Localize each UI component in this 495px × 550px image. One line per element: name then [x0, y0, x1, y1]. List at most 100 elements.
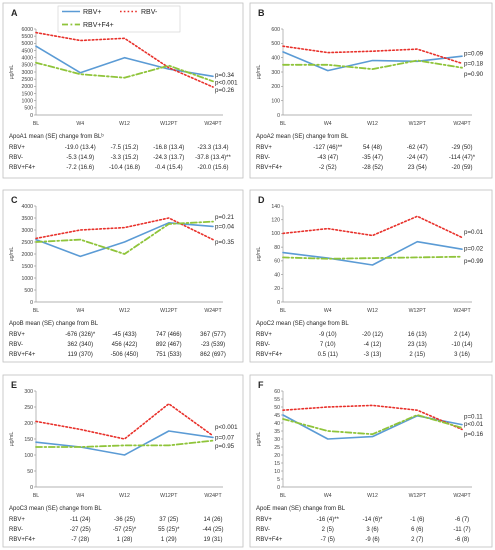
x-tick-label: W12	[367, 493, 378, 499]
y-tick-label: 4000	[21, 55, 33, 61]
panel-frame	[2, 374, 244, 548]
y-tick-label: 1000	[21, 276, 33, 282]
table-cell: -127 (46)**	[313, 145, 343, 151]
y-tick-label: 3000	[21, 70, 33, 76]
x-tick-label: W12	[367, 121, 378, 127]
y-tick-label: 40	[274, 272, 280, 278]
table-cell: 2 (14)	[454, 332, 470, 338]
x-tick-label: W24PT	[204, 308, 222, 314]
table-cell: -7.2 (16.6)	[66, 165, 94, 171]
x-tick-label: W12	[119, 308, 130, 314]
x-tick-label: W12PT	[160, 121, 178, 127]
table-cell: 37 (25)	[159, 517, 178, 523]
y-tick-label: 2000	[21, 252, 33, 258]
series-line-rbv-f4-	[282, 255, 463, 260]
table-row-label: RBV+	[9, 332, 25, 338]
table-cell: -506 (450)	[111, 352, 139, 358]
x-tick-label: W4	[324, 493, 332, 499]
x-tick-label: W12	[367, 308, 378, 314]
table-cell: 2 (5)	[322, 527, 334, 533]
x-tick-label: BL	[280, 308, 286, 314]
table-cell: -9 (6)	[365, 537, 379, 543]
y-tick-label: 6000	[21, 27, 33, 33]
table-cell: 6 (6)	[411, 527, 423, 533]
y-tick-label: 100	[271, 98, 280, 104]
panel-label: B	[258, 8, 265, 18]
p-value-annotation: p=0.26	[215, 87, 235, 94]
legend-label: RBV+	[83, 9, 101, 16]
y-axis-label: µg/mL	[256, 247, 262, 262]
table-row-label: RBV-	[256, 155, 270, 161]
table-cell: 367 (577)	[200, 332, 226, 338]
table-cell: -24.3 (13.7)	[153, 155, 184, 161]
y-tick-label: 50	[27, 469, 33, 475]
table-cell: 23 (54)	[408, 165, 427, 171]
p-value-annotation: p=0.99	[464, 258, 484, 265]
table-cell: -4 (12)	[364, 342, 382, 348]
panel-label: A	[11, 8, 18, 18]
y-tick-label: 35	[274, 429, 280, 435]
table-cell: 0.5 (11)	[318, 352, 338, 358]
y-tick-label: 0	[30, 485, 33, 491]
panel-d: Dµg/mL 0 20 40 60 80 100 120 140 BL W4 W12 W12PT W24P…	[249, 189, 493, 363]
x-tick-label: W12	[119, 493, 130, 499]
table-cell: 19 (31)	[203, 537, 222, 543]
table-cell: -27 (25)	[70, 527, 91, 533]
y-tick-label: 500	[271, 41, 280, 47]
table-cell: -29 (50)	[451, 145, 472, 151]
p-value-annotation: p=0.07	[215, 434, 235, 441]
table-cell: 1 (29)	[161, 537, 177, 543]
p-value-annotation: p<0.001	[215, 79, 238, 86]
y-tick-label: 5	[277, 477, 280, 483]
table-row-label: RBV-	[9, 155, 23, 161]
y-tick-label: 45	[274, 413, 280, 419]
table-cell: -23.3 (13.4)	[197, 145, 228, 151]
y-tick-label: 400	[271, 55, 280, 61]
series-line-rbv-	[282, 404, 463, 431]
table-row-label: RBV-	[9, 342, 23, 348]
series-line-rbv-f4-	[35, 61, 214, 83]
p-value-annotation: p=0.11	[464, 414, 483, 421]
panel-frame	[249, 189, 493, 363]
y-tick-label: 300	[271, 70, 280, 76]
table-title: ApoE mean (SE) change from BL	[256, 506, 346, 512]
x-tick-label: W24PT	[204, 493, 222, 499]
y-tick-label: 3500	[21, 216, 33, 222]
table-cell: 54 (48)	[363, 145, 382, 151]
table-cell: 55 (25)*	[158, 527, 180, 533]
table-cell: -7 (28)	[71, 537, 89, 543]
series-line-rbv-	[282, 215, 463, 239]
x-tick-label: W24PT	[204, 121, 222, 127]
panel-label: C	[11, 195, 18, 205]
y-axis-label: µg/mL	[256, 65, 262, 80]
panel-e: Eµg/mL 0 50 100 150 200 250 300 BL W4 W12 W12PT W24P…	[2, 374, 244, 548]
series-line-rbv-	[35, 217, 214, 241]
y-tick-label: 100	[24, 453, 33, 459]
panel-b: Bµg/mL 0 100 200 300 400 500 600 BL W4 W12 W12PT W24…	[249, 2, 493, 179]
y-tick-label: 150	[24, 437, 33, 443]
x-tick-label: BL	[280, 121, 286, 127]
p-value-annotation: p=0.90	[464, 71, 484, 78]
x-tick-label: BL	[33, 308, 39, 314]
x-tick-label: W12PT	[409, 308, 427, 314]
table-cell: 2 (15)	[409, 352, 425, 358]
table-row-label: RBV+	[256, 332, 272, 338]
series-line-rbv-	[35, 31, 214, 88]
table-cell: 456 (422)	[112, 342, 138, 348]
y-tick-label: 0	[30, 300, 33, 306]
y-tick-label: 100	[271, 231, 280, 237]
table-row-label: RBV+F4+	[9, 352, 36, 358]
x-tick-label: W4	[76, 493, 84, 499]
table-cell: 23 (13)	[408, 342, 427, 348]
table-cell: -28 (52)	[362, 165, 383, 171]
table-cell: -6 (8)	[455, 537, 469, 543]
table-cell: -20 (12)	[362, 332, 383, 338]
y-tick-label: 5000	[21, 41, 33, 47]
table-cell: -24 (47)	[407, 155, 428, 161]
y-tick-label: 120	[271, 218, 280, 224]
y-tick-label: 250	[24, 405, 33, 411]
series-line-rbv-	[35, 430, 214, 456]
series-line-rbv-	[35, 402, 214, 440]
table-cell: -43 (47)	[317, 155, 338, 161]
table-cell: -5.3 (14.9)	[66, 155, 94, 161]
